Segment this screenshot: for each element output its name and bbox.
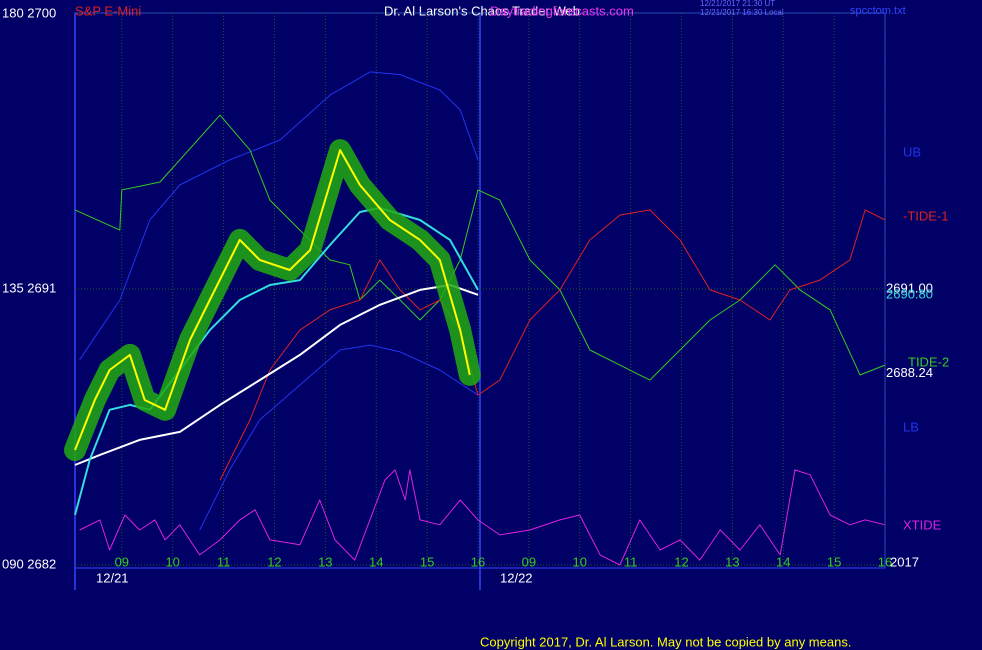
x-tick-label: 09	[115, 554, 129, 569]
series-label: -TIDE-1	[903, 208, 949, 223]
series-line	[79, 469, 886, 566]
y-tick-label: 090 2682	[2, 556, 56, 571]
annotation: 12/21/2017 16:30 Local	[700, 8, 784, 17]
series-line	[74, 114, 886, 381]
series-line	[79, 71, 479, 361]
x-tick-label: 10	[572, 554, 586, 569]
series-line	[219, 209, 886, 481]
series-label: TIDE-2	[908, 354, 949, 369]
value-label: 2690.80	[886, 287, 933, 302]
series-label: LB	[903, 419, 919, 434]
x-tick-label: 12	[267, 554, 281, 569]
series-label: XTIDE	[903, 517, 942, 532]
x-tick-label: 14	[369, 554, 383, 569]
x-tick-label: 15	[827, 554, 841, 569]
value-label: 2691.00	[886, 280, 933, 295]
annotation: Daytradingforecasts.com	[490, 3, 634, 18]
annotation: 12/22	[500, 570, 533, 585]
chart-title: Dr. Al Larson's Chaos Trader Web	[384, 3, 580, 18]
x-tick-label: 12	[674, 554, 688, 569]
series-label: UB	[903, 144, 921, 159]
annotation: 12/21	[96, 570, 129, 585]
series-line	[199, 344, 479, 531]
x-tick-label: 13	[318, 554, 332, 569]
annotation: S&P E-Mini	[75, 3, 141, 18]
x-tick-label: 16	[471, 554, 485, 569]
y-tick-label: 180 2700	[2, 5, 56, 20]
value-label: 2688.24	[886, 365, 933, 380]
series-line	[74, 149, 471, 451]
annotation: 12/21/2017 21:30 UT	[700, 0, 775, 8]
x-tick-label: 09	[522, 554, 536, 569]
x-tick-label: 14	[776, 554, 790, 569]
series-line	[74, 284, 479, 466]
x-tick-label: 13	[725, 554, 739, 569]
y-tick-label: 135 2691	[2, 280, 56, 295]
annotation: 2017	[890, 554, 919, 569]
annotation: spcctom.txt	[850, 5, 906, 17]
x-tick-label: 11	[624, 554, 638, 569]
x-tick-label: 10	[165, 554, 179, 569]
x-tick-label: 15	[420, 554, 434, 569]
annotation: Copyright 2017, Dr. Al Larson. May not b…	[480, 634, 851, 649]
x-tick-label: 16	[878, 554, 892, 569]
x-tick-label: 11	[217, 554, 231, 569]
